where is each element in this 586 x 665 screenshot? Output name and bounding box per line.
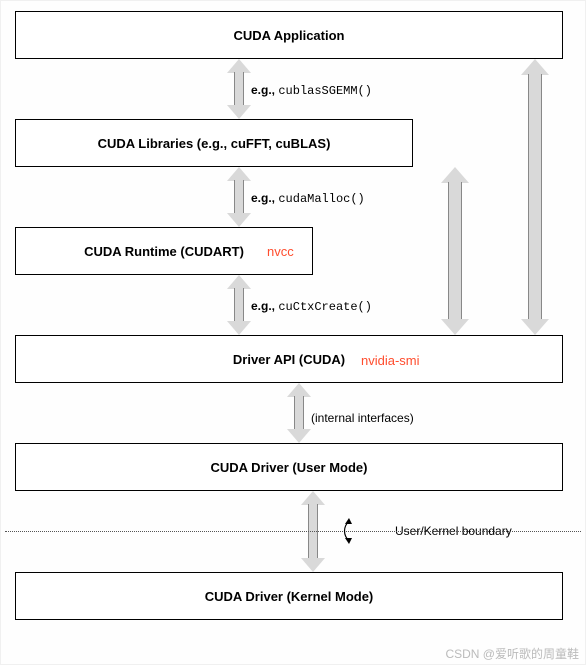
edge-label-sgemm: e.g., cublasSGEMM() [251,83,372,98]
edge-label-code: cublasSGEMM() [278,84,372,98]
node-label: CUDA Libraries (e.g., cuFFT, cuBLAS) [98,136,331,151]
node-driver-api: Driver API (CUDA) [15,335,563,383]
arrow-libs-runtime [227,167,251,227]
edge-label-ctxcreate: e.g., cuCtxCreate() [251,299,372,314]
arrow-app-driverapi-long [521,59,549,335]
diagram-canvas: CUDA Application CUDA Libraries (e.g., c… [0,0,586,665]
node-label: CUDA Runtime (CUDART) [84,244,244,259]
arrow-app-libs [227,59,251,119]
arrow-driverapi-user [287,383,311,443]
edge-label-code: cudaMalloc() [278,192,364,206]
user-kernel-boundary-line [5,531,581,532]
annotation-nvidia-smi: nvidia-smi [361,353,420,368]
edge-label-malloc: e.g., cudaMalloc() [251,191,365,206]
edge-label-text: (internal interfaces) [311,411,414,425]
edge-label-internal: (internal interfaces) [311,411,414,425]
arrow-runtime-driverapi [227,275,251,335]
edge-label-prefix: e.g., [251,83,278,97]
edge-label-prefix: e.g., [251,299,278,313]
edge-label-prefix: e.g., [251,191,278,205]
annotation-nvcc: nvcc [267,244,294,259]
boundary-curved-arrow-icon [341,513,391,549]
node-cuda-driver-kernel: CUDA Driver (Kernel Mode) [15,572,563,620]
edge-label-code: cuCtxCreate() [278,300,372,314]
watermark-text: CSDN @爱听歌的周童鞋 [445,645,579,662]
node-label: CUDA Driver (Kernel Mode) [205,589,374,604]
node-label: CUDA Driver (User Mode) [211,460,368,475]
node-cuda-application: CUDA Application [15,11,563,59]
node-label: Driver API (CUDA) [233,352,345,367]
node-label: CUDA Application [234,28,345,43]
arrow-libs-driverapi-long [441,167,469,335]
node-cuda-libraries: CUDA Libraries (e.g., cuFFT, cuBLAS) [15,119,413,167]
node-cuda-driver-user: CUDA Driver (User Mode) [15,443,563,491]
